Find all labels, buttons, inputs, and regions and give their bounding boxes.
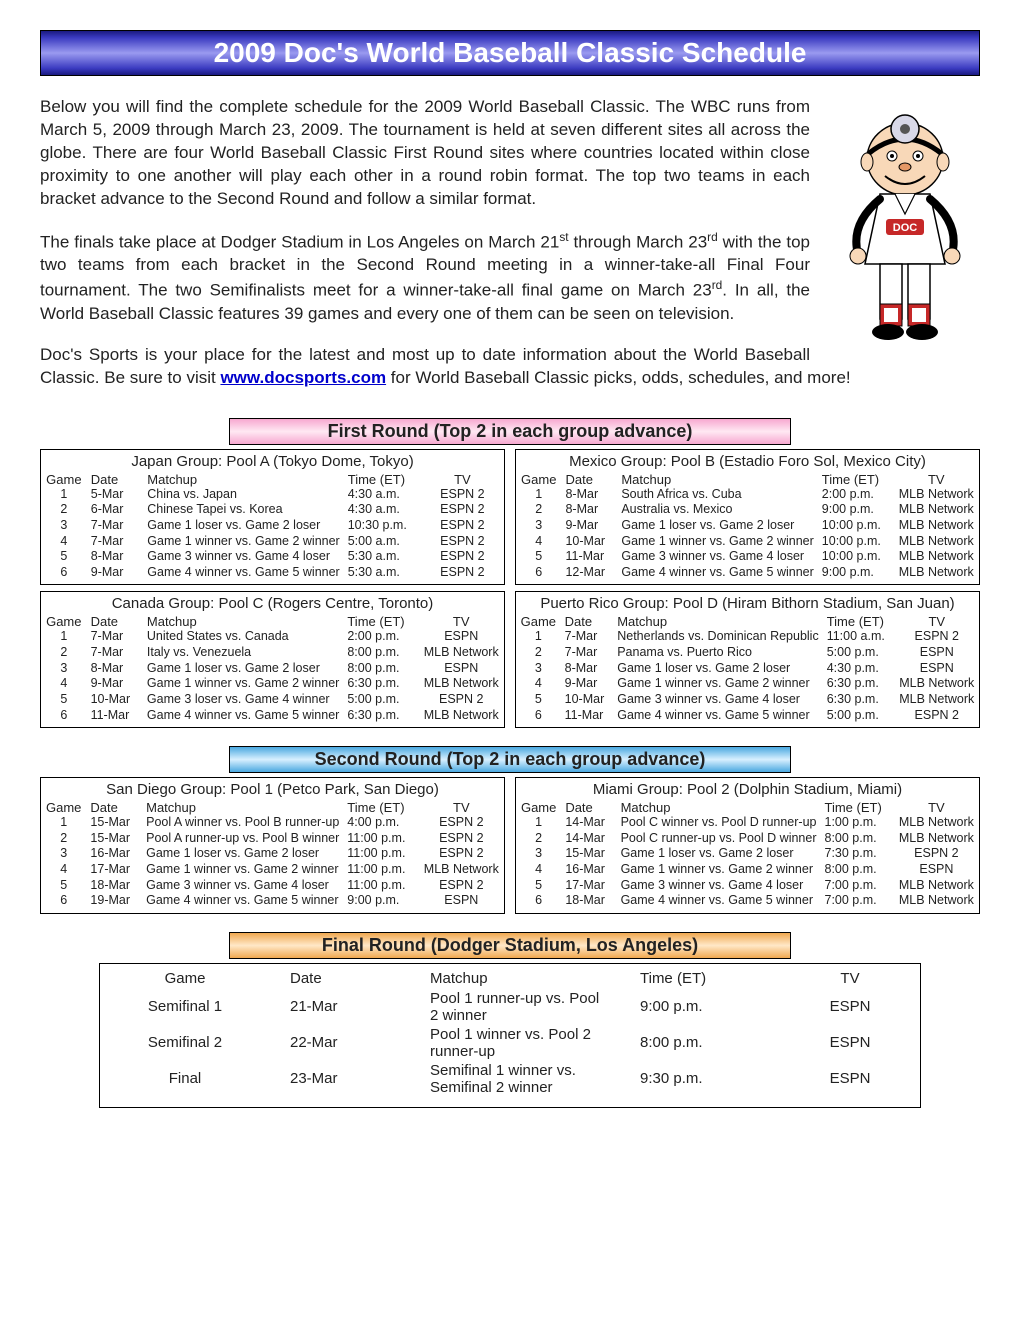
group-pool-1: San Diego Group: Pool 1 (Petco Park, San… — [40, 777, 505, 914]
group-pool-d: Puerto Rico Group: Pool D (Hiram Bithorn… — [515, 591, 980, 728]
schedule-table: GameDateMatchupTime (ET)TV114-MarPool C … — [516, 800, 979, 909]
svg-text:DOC: DOC — [893, 222, 918, 234]
table-row: 214-MarPool C runner-up vs. Pool D winne… — [516, 831, 979, 847]
table-row: 49-MarGame 1 winner vs. Game 2 winner6:3… — [41, 676, 504, 692]
table-row: 510-MarGame 3 winner vs. Game 4 loser6:3… — [516, 692, 979, 708]
table-row: 618-MarGame 4 winner vs. Game 5 winner7:… — [516, 893, 979, 909]
intro-section: DOC Below you will find the complete sch… — [40, 96, 980, 408]
table-row: 518-MarGame 3 winner vs. Game 4 loser11:… — [41, 878, 504, 894]
final-round-box: GameDateMatchupTime (ET)TVSemifinal 121-… — [99, 963, 921, 1108]
group-pool-a: Japan Group: Pool A (Tokyo Dome, Tokyo) … — [40, 449, 505, 586]
table-row: 18-MarSouth Africa vs. Cuba2:00 p.m.MLB … — [516, 487, 979, 503]
table-row: 17-MarNetherlands vs. Dominican Republic… — [516, 629, 979, 645]
second-round-header: Second Round (Top 2 in each group advanc… — [229, 746, 791, 773]
table-row: 619-MarGame 4 winner vs. Game 5 winner9:… — [41, 893, 504, 909]
group-title: San Diego Group: Pool 1 (Petco Park, San… — [41, 780, 504, 800]
group-title: Puerto Rico Group: Pool D (Hiram Bithorn… — [516, 594, 979, 614]
table-row: 611-MarGame 4 winner vs. Game 5 winner6:… — [41, 708, 504, 724]
docsports-link[interactable]: www.docsports.com — [220, 368, 386, 387]
table-row: 38-MarGame 1 loser vs. Game 2 loser4:30 … — [516, 661, 979, 677]
table-row: 517-MarGame 3 winner vs. Game 4 loser7:0… — [516, 878, 979, 894]
table-row: 27-MarPanama vs. Puerto Rico5:00 p.m.ESP… — [516, 645, 979, 661]
schedule-table: GameDateMatchupTime (ET)TV17-MarNetherla… — [516, 614, 979, 723]
table-row: 17-MarUnited States vs. Canada2:00 p.m.E… — [41, 629, 504, 645]
table-row: 215-MarPool A runner-up vs. Pool B winne… — [41, 831, 504, 847]
first-round-header: First Round (Top 2 in each group advance… — [229, 418, 791, 445]
table-row: 15-MarChina vs. Japan4:30 a.m.ESPN 2 — [41, 487, 504, 503]
table-row: 28-MarAustralia vs. Mexico9:00 p.m.MLB N… — [516, 502, 979, 518]
table-row: 38-MarGame 1 loser vs. Game 2 loser8:00 … — [41, 661, 504, 677]
table-row: 416-MarGame 1 winner vs. Game 2 winner8:… — [516, 862, 979, 878]
schedule-table: GameDateMatchupTime (ET)TV15-MarChina vs… — [41, 472, 504, 581]
table-row: Semifinal 222-MarPool 1 winner vs. Pool … — [100, 1025, 920, 1061]
table-row: 26-MarChinese Tapei vs. Korea4:30 a.m.ES… — [41, 502, 504, 518]
table-row: Final23-MarSemifinal 1 winner vs. Semifi… — [100, 1061, 920, 1097]
schedule-table: GameDateMatchupTime (ET)TV115-MarPool A … — [41, 800, 504, 909]
table-row: 37-MarGame 1 loser vs. Game 2 loser10:30… — [41, 518, 504, 534]
final-schedule-table: GameDateMatchupTime (ET)TVSemifinal 121-… — [100, 968, 920, 1097]
group-pool-2: Miami Group: Pool 2 (Dolphin Stadium, Mi… — [515, 777, 980, 914]
table-row: Semifinal 121-MarPool 1 runner-up vs. Po… — [100, 989, 920, 1025]
table-row: 114-MarPool C winner vs. Pool D runner-u… — [516, 815, 979, 831]
mascot-image: DOC — [830, 104, 980, 354]
schedule-table: GameDateMatchupTime (ET)TV18-MarSouth Af… — [516, 472, 979, 581]
table-row: 315-MarGame 1 loser vs. Game 2 loser7:30… — [516, 846, 979, 862]
table-row: 510-MarGame 3 loser vs. Game 4 winner5:0… — [41, 692, 504, 708]
table-row: 27-MarItaly vs. Venezuela8:00 p.m.MLB Ne… — [41, 645, 504, 661]
final-round-header: Final Round (Dodger Stadium, Los Angeles… — [229, 932, 791, 959]
group-title: Mexico Group: Pool B (Estadio Foro Sol, … — [516, 452, 979, 472]
schedule-table: GameDateMatchupTime (ET)TV17-MarUnited S… — [41, 614, 504, 723]
table-row: 611-MarGame 4 winner vs. Game 5 winner5:… — [516, 708, 979, 724]
group-pool-b: Mexico Group: Pool B (Estadio Foro Sol, … — [515, 449, 980, 586]
table-row: 115-MarPool A winner vs. Pool B runner-u… — [41, 815, 504, 831]
table-row: 612-MarGame 4 winner vs. Game 5 winner9:… — [516, 565, 979, 581]
group-pool-c: Canada Group: Pool C (Rogers Centre, Tor… — [40, 591, 505, 728]
table-row: 58-MarGame 3 winner vs. Game 4 loser5:30… — [41, 549, 504, 565]
table-row: 47-MarGame 1 winner vs. Game 2 winner5:0… — [41, 534, 504, 550]
page-title: 2009 Doc's World Baseball Classic Schedu… — [40, 30, 980, 76]
group-title: Miami Group: Pool 2 (Dolphin Stadium, Mi… — [516, 780, 979, 800]
table-row: 316-MarGame 1 loser vs. Game 2 loser11:0… — [41, 846, 504, 862]
table-row: 511-MarGame 3 winner vs. Game 4 loser10:… — [516, 549, 979, 565]
table-row: 69-MarGame 4 winner vs. Game 5 winner5:3… — [41, 565, 504, 581]
group-title: Canada Group: Pool C (Rogers Centre, Tor… — [41, 594, 504, 614]
table-row: 410-MarGame 1 winner vs. Game 2 winner10… — [516, 534, 979, 550]
table-row: 49-MarGame 1 winner vs. Game 2 winner6:3… — [516, 676, 979, 692]
group-title: Japan Group: Pool A (Tokyo Dome, Tokyo) — [41, 452, 504, 472]
table-row: 417-MarGame 1 winner vs. Game 2 winner11… — [41, 862, 504, 878]
table-row: 39-MarGame 1 loser vs. Game 2 loser10:00… — [516, 518, 979, 534]
